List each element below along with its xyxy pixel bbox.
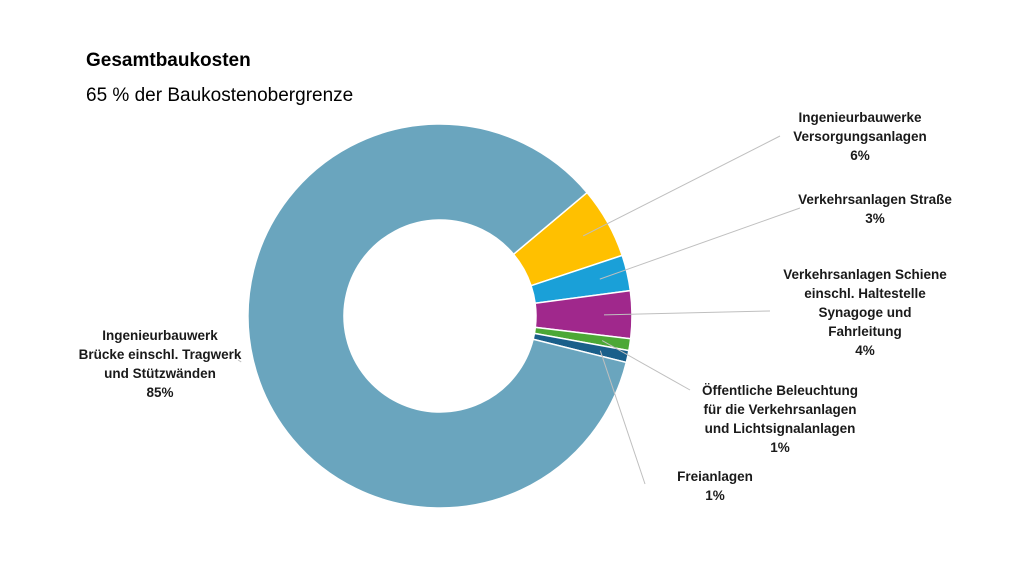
leader-line-2 <box>603 310 771 316</box>
data-label-1: Verkehrsanlagen Straße 3% <box>780 190 970 228</box>
data-label-name-5: Ingenieurbauwerk Brücke einschl. Tragwer… <box>78 328 242 381</box>
data-label-2: Verkehrsanlagen Schiene einschl. Haltest… <box>760 265 970 360</box>
data-label-value-0: 6% <box>850 148 870 163</box>
leader-line-4 <box>599 350 646 485</box>
data-label-value-1: 3% <box>865 211 885 226</box>
data-label-name-1: Verkehrsanlagen Straße <box>798 192 952 207</box>
data-label-name-4: Freianlagen <box>677 469 753 484</box>
data-label-4: Freianlagen 1% <box>640 467 790 505</box>
data-label-name-2: Verkehrsanlagen Schiene einschl. Haltest… <box>783 267 947 339</box>
data-label-value-3: 1% <box>770 440 790 455</box>
data-label-name-3: Öffentliche Beleuchtung für die Verkehrs… <box>701 383 858 436</box>
chart-subtitle: 65 % der Baukostenobergrenze <box>86 85 354 106</box>
data-label-value-4: 1% <box>705 488 725 503</box>
data-label-name-0: Ingenieurbauwerke Versorgungsanlagen <box>793 110 927 144</box>
pie-slice-5 <box>247 123 628 509</box>
leader-line-1 <box>599 207 801 280</box>
data-label-5: Ingenieurbauwerk Brücke einschl. Tragwer… <box>60 326 260 402</box>
leader-line-3 <box>601 340 691 391</box>
data-label-value-5: 85% <box>146 385 174 400</box>
leader-line-5 <box>237 359 242 363</box>
data-label-value-2: 4% <box>855 343 875 358</box>
leader-line-0 <box>582 135 781 237</box>
data-label-0: Ingenieurbauwerke Versorgungsanlagen 6% <box>760 108 960 165</box>
chart-title: Gesamtbaukosten <box>86 50 251 71</box>
data-label-3: Öffentliche Beleuchtung für die Verkehrs… <box>670 381 890 457</box>
